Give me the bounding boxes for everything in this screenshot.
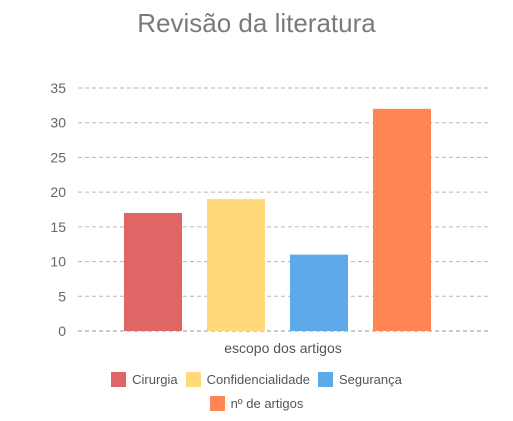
y-tick-label: 0 (58, 323, 66, 339)
y-tick-label: 20 (50, 184, 66, 200)
y-tick-label: 25 (50, 149, 66, 165)
legend-label: nº de artigos (230, 396, 304, 411)
bar-2 (290, 254, 348, 331)
y-tick-label: 30 (50, 115, 66, 131)
legend-item: Confidencialidade (185, 368, 310, 392)
legend-item: Segurança (317, 368, 402, 392)
y-tick-label: 15 (50, 219, 66, 235)
legend-swatch (185, 372, 201, 387)
x-axis-label: escopo dos artigos (224, 340, 342, 356)
legend: Cirurgia Confidencialidade Segurança nº de… (0, 368, 513, 416)
y-axis-ticks: 0 5 10 15 20 25 30 35 (50, 80, 66, 339)
bar-1 (207, 199, 265, 331)
legend-row: Cirurgia Confidencialidade Segurança (0, 368, 513, 392)
legend-row: nº de artigos (0, 392, 513, 416)
legend-label: Confidencialidade (206, 372, 310, 387)
bar-3 (373, 108, 431, 331)
legend-item: nº de artigos (209, 392, 304, 416)
legend-swatch (317, 372, 333, 387)
y-tick-label: 35 (50, 80, 66, 96)
bar-0 (124, 212, 182, 331)
legend-swatch (111, 372, 127, 387)
y-tick-label: 5 (58, 288, 66, 304)
chart-title: Revisão da literatura (137, 8, 376, 38)
legend-label: Segurança (338, 372, 402, 387)
legend-item: Cirurgia (111, 368, 178, 392)
legend-swatch (209, 396, 225, 411)
legend-label: Cirurgia (132, 372, 178, 387)
bars (124, 108, 431, 331)
y-tick-label: 10 (50, 254, 66, 270)
